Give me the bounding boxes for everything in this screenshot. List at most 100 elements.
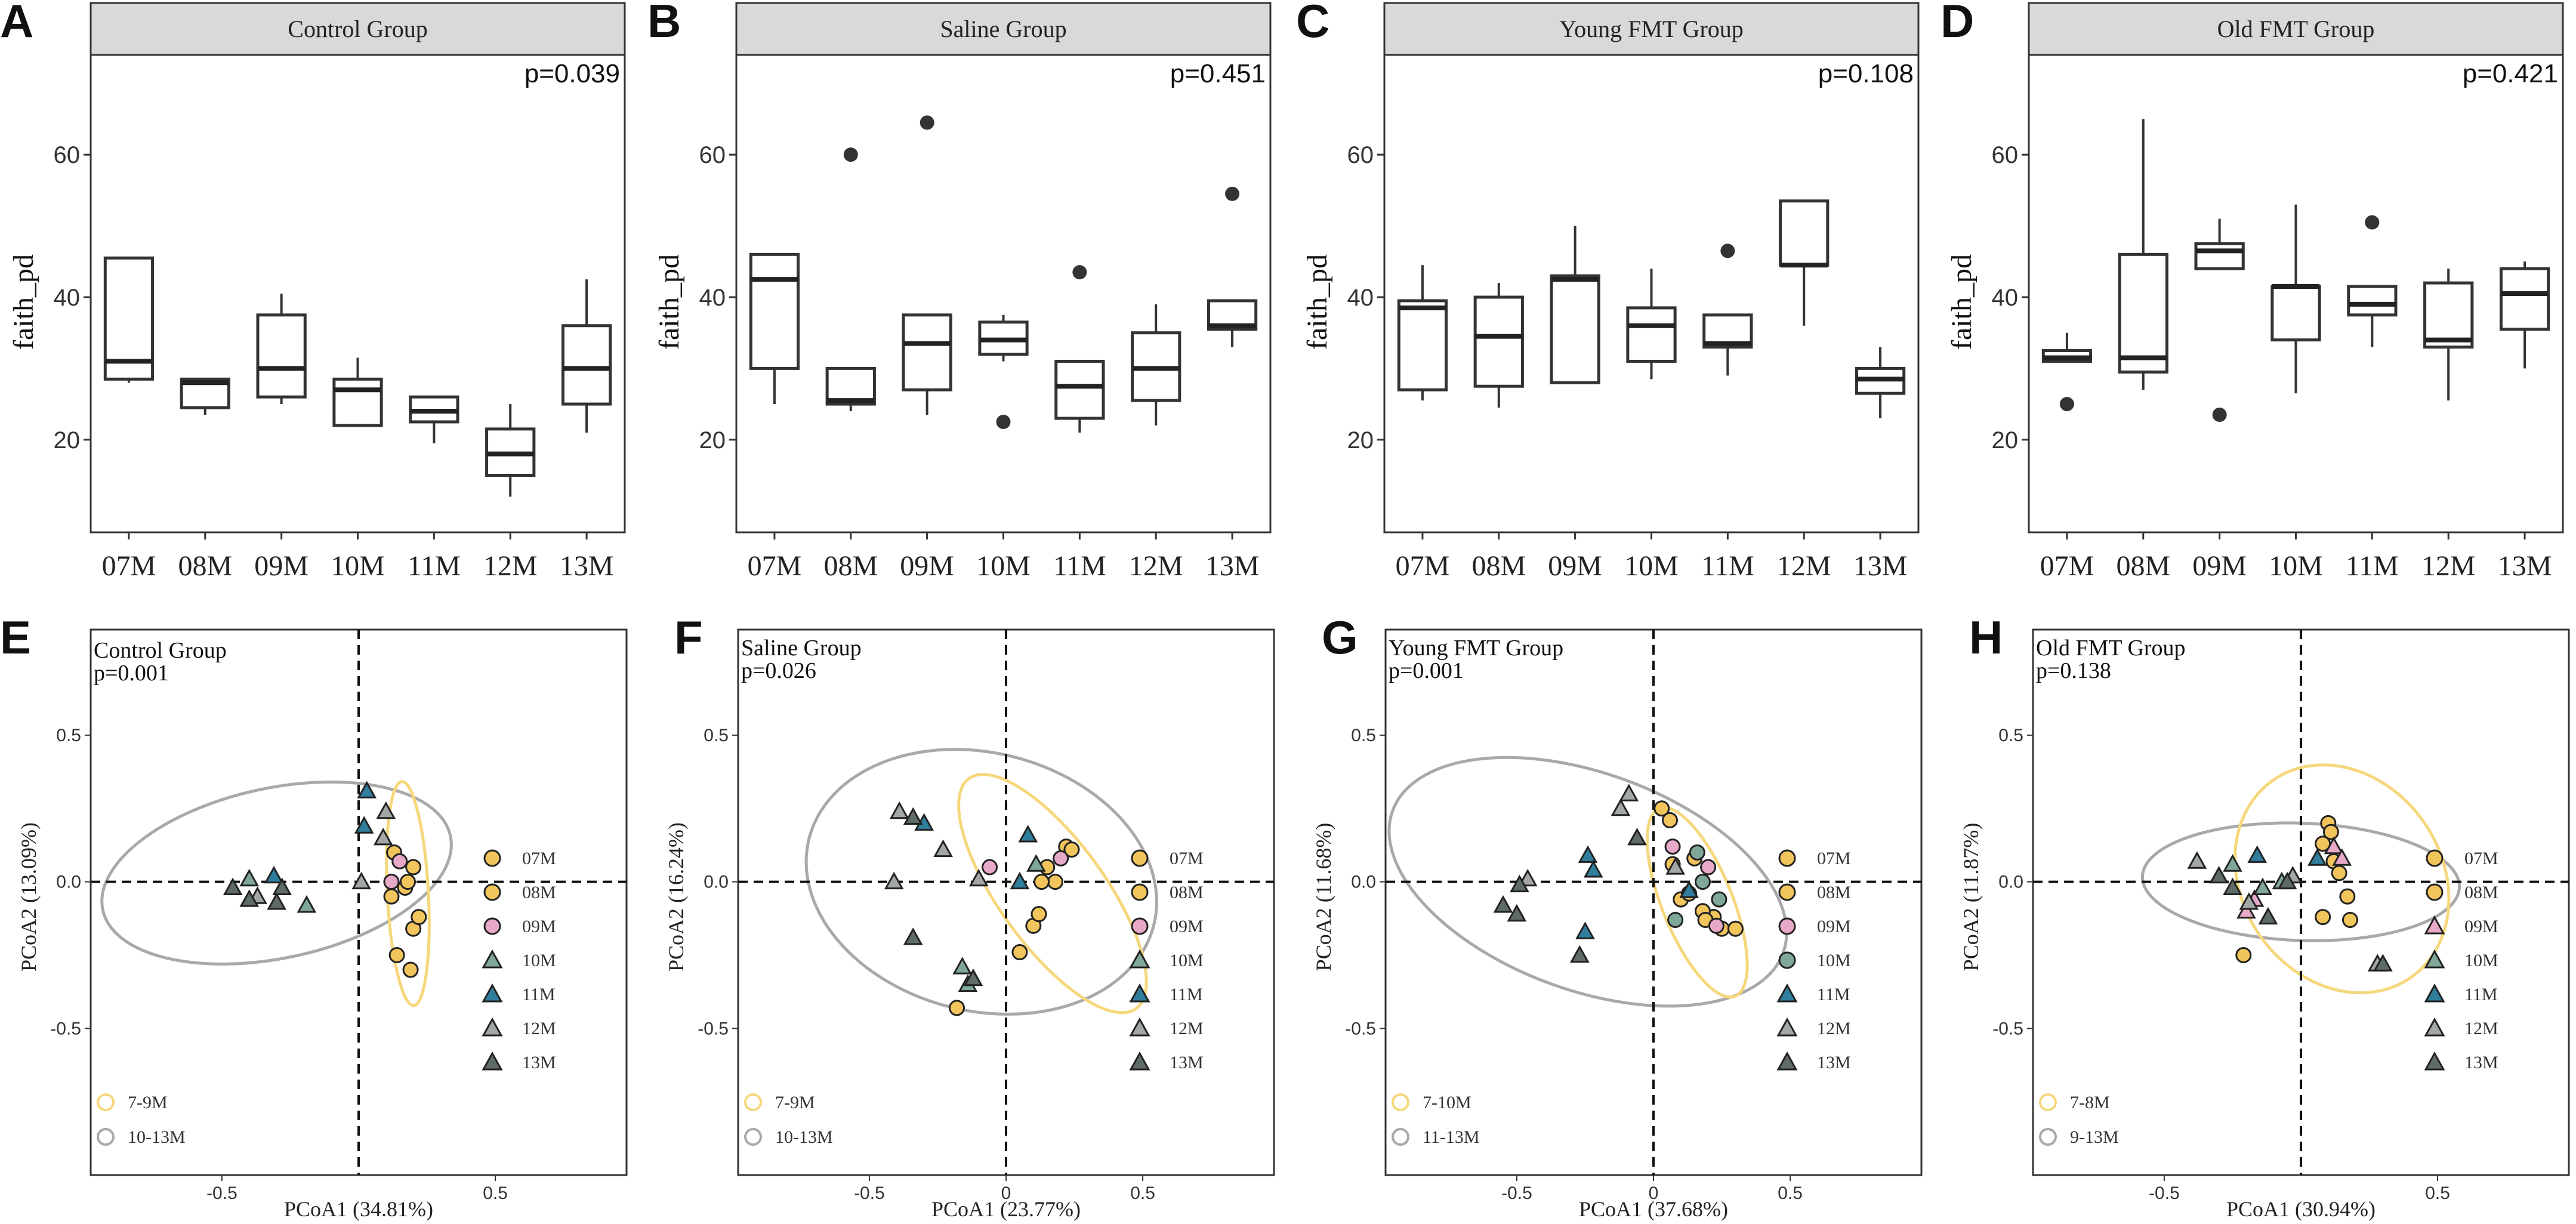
- data-point: [1578, 845, 1598, 863]
- data-point: [2236, 901, 2256, 919]
- panel-g-pcoa: G Young FMT Group p=0.001 PCoA1 (37.68%)…: [1312, 611, 1923, 1221]
- y-axis-label: PCoA2 (11.68%): [1312, 823, 1335, 972]
- data-point: [1011, 944, 1028, 961]
- outlier-point: [2212, 407, 2227, 422]
- data-point: [2322, 824, 2339, 840]
- panel-d-boxplot: D Old FMT Group p=0.421 faith_pd 20 40 60 0…: [1941, 0, 2564, 582]
- data-point: [1010, 871, 1030, 890]
- panel-title: Young FMT Group: [1559, 16, 1744, 42]
- data-point: [1619, 784, 1639, 801]
- panel-letter-h: H: [1969, 611, 2003, 664]
- y-tick-label: 40: [54, 285, 81, 311]
- data-point: [2187, 851, 2207, 869]
- legend-ellipse-marker: [97, 1128, 115, 1146]
- p-value: p=0.451: [1170, 59, 1266, 88]
- data-point: [963, 968, 983, 986]
- data-point: [2339, 888, 2356, 905]
- p-value: p=0.001: [1389, 658, 1464, 683]
- panel-title: Saline Group: [741, 636, 862, 661]
- data-point: [1664, 838, 1681, 855]
- data-point: [2235, 946, 2252, 963]
- legend-marker: [482, 983, 503, 1003]
- legend-marker: [483, 849, 501, 867]
- legend-marker: [2426, 849, 2444, 867]
- y-axis-label: faith_pd: [1946, 254, 1977, 350]
- legend-ellipse-label: 10-13M: [128, 1127, 186, 1147]
- data-point: [903, 807, 923, 825]
- outlier-point: [1072, 265, 1087, 280]
- data-point: [884, 871, 904, 890]
- panel-title: Control Group: [288, 16, 427, 42]
- x-tick-label: -0.5: [1501, 1183, 1532, 1203]
- panel-letter-d: D: [1941, 0, 1974, 47]
- x-tick-label: 10M: [331, 550, 385, 582]
- confidence-ellipse: [2233, 763, 2451, 995]
- legend-label: 09M: [1170, 917, 1204, 936]
- legend-marker: [1778, 917, 1796, 935]
- panel-h-pcoa: H Old FMT Group p=0.138 PCoA1 (30.94%) P…: [1959, 611, 2570, 1221]
- x-tick-label: 0: [1001, 1183, 1011, 1203]
- legend-label: 09M: [522, 917, 556, 936]
- legend-marker: [1776, 1051, 1798, 1071]
- y-tick-label: 0.5: [56, 726, 81, 745]
- legend-marker: [1778, 883, 1796, 901]
- y-tick-label: 0.5: [1351, 726, 1376, 745]
- data-point: [1026, 854, 1046, 872]
- y-tick-label: 40: [1347, 285, 1374, 311]
- data-point: [405, 859, 422, 875]
- legend-label: 12M: [2464, 1019, 2498, 1038]
- legend-ellipse-label: 10-13M: [775, 1127, 833, 1147]
- legend-marker: [482, 1051, 503, 1071]
- strip-header: [90, 2, 626, 56]
- box: [561, 324, 612, 406]
- x-tick-label: 13M: [1205, 550, 1260, 582]
- p-value: p=0.039: [525, 59, 620, 88]
- data-point: [1611, 798, 1631, 816]
- data-point: [1575, 921, 1595, 939]
- y-tick-label: -0.5: [1345, 1019, 1376, 1038]
- data-point: [1653, 800, 1670, 817]
- box: [1550, 274, 1600, 384]
- x-tick-label: 08M: [178, 550, 232, 582]
- x-tick-label: 11M: [1701, 550, 1754, 582]
- outlier-point: [920, 115, 934, 130]
- data-point: [383, 874, 400, 890]
- strip-header: [735, 2, 1272, 56]
- legend-label: 09M: [2464, 917, 2498, 936]
- legend-ellipse-label: 7-9M: [775, 1093, 815, 1112]
- legend-marker: [1129, 983, 1150, 1003]
- data-point: [2223, 877, 2242, 895]
- y-tick-label: 20: [699, 427, 726, 454]
- data-point: [1679, 880, 1699, 898]
- y-tick-label: 20: [54, 427, 81, 454]
- legend-marker: [1131, 917, 1149, 935]
- legend-label: 07M: [1170, 849, 1204, 868]
- data-point: [2258, 907, 2278, 925]
- x-tick-label: 08M: [1471, 550, 1526, 582]
- outlier-point: [996, 414, 1011, 429]
- box: [2194, 242, 2245, 270]
- data-point: [1034, 874, 1050, 890]
- data-point: [297, 895, 317, 913]
- legend-marker: [482, 1017, 503, 1037]
- y-tick-label: 60: [54, 142, 81, 168]
- legend-marker: [1778, 951, 1796, 969]
- legend-label: 11M: [1170, 985, 1203, 1004]
- x-tick-label: 07M: [102, 550, 156, 582]
- x-tick-label: 09M: [2192, 550, 2247, 582]
- x-tick-label: 07M: [1396, 550, 1450, 582]
- legend-label: 13M: [522, 1053, 556, 1072]
- legend-label: 10M: [522, 951, 556, 970]
- legend-label: 11M: [1817, 985, 1850, 1004]
- confidence-ellipse: [2140, 821, 2461, 942]
- x-tick-label: 11M: [2346, 550, 2399, 582]
- legend-ellipse-label: 11-13M: [1423, 1127, 1480, 1147]
- legend-marker: [1131, 883, 1149, 901]
- legend-label: 09M: [1817, 917, 1851, 936]
- panel-letter-e: E: [0, 611, 31, 664]
- legend-marker: [2424, 915, 2445, 935]
- data-point: [388, 946, 405, 963]
- panel-letter-g: G: [1322, 611, 1358, 664]
- data-point: [1727, 920, 1744, 937]
- data-point: [1583, 860, 1603, 878]
